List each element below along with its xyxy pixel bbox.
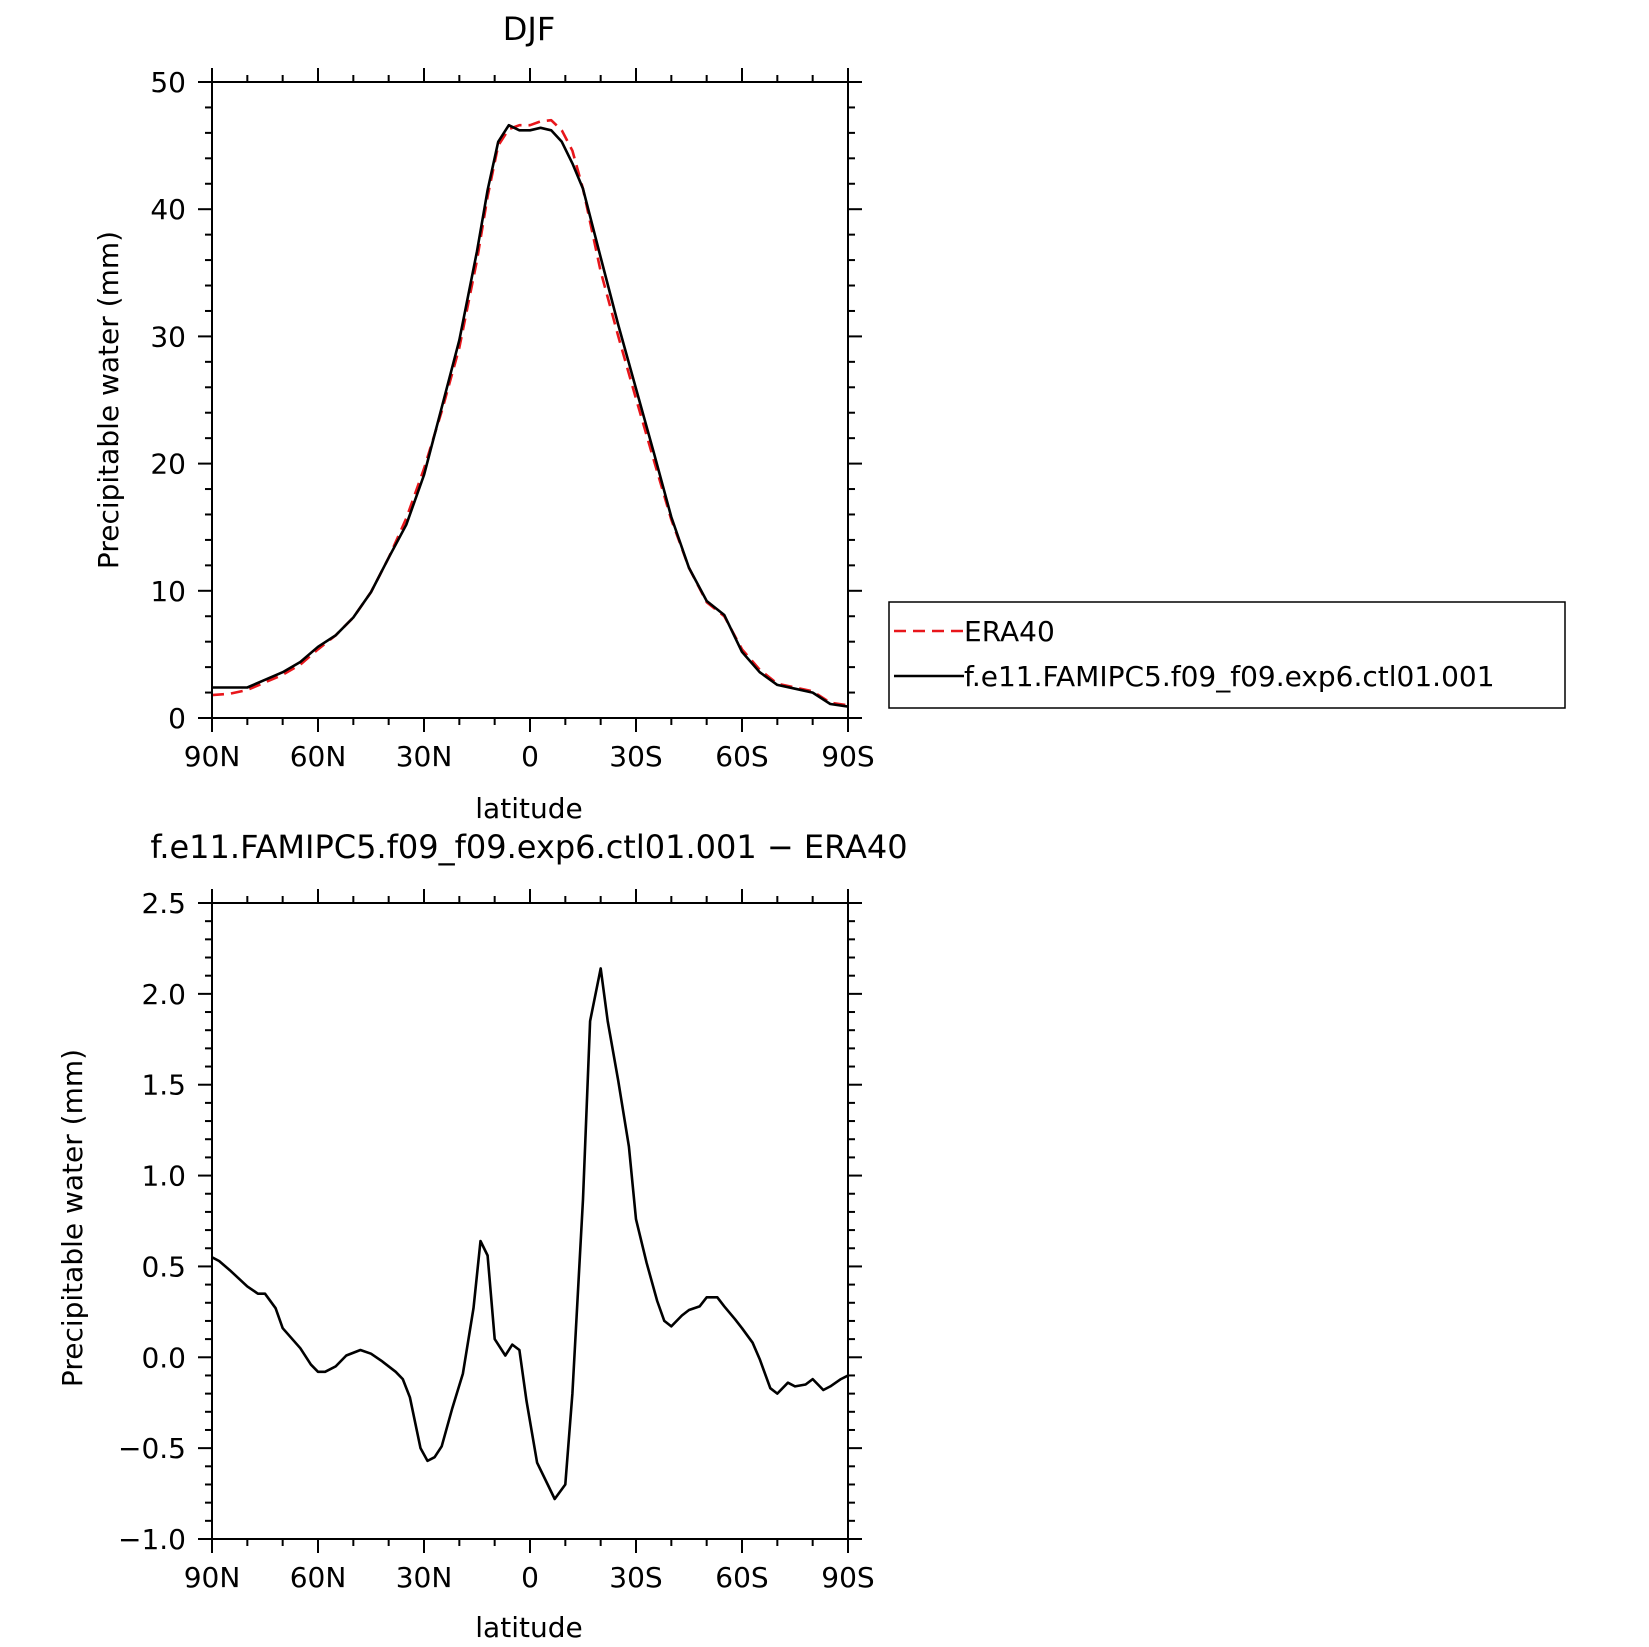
x-tick-label: 0 [521, 1561, 539, 1594]
legend: ERA40 f.e11.FAMIPC5.f09_f09.exp6.ctl01.0… [888, 601, 1566, 709]
x-tick-label: 60S [715, 740, 768, 773]
y-tick-label: 1.5 [141, 1069, 186, 1102]
y-tick-label: 10 [150, 575, 186, 608]
x-tick-label: 90N [184, 740, 241, 773]
bottom-chart-title: f.e11.FAMIPC5.f09_f09.exp6.ctl01.001 − E… [150, 828, 907, 866]
x-tick-label: 90S [821, 740, 874, 773]
top-chart-title: DJF [503, 10, 555, 48]
x-tick-label: 90N [184, 1561, 241, 1594]
top-panel: DJF 90N 60N 30N 0 30S 60S 90S 0 10 20 30 40 50 latit… [92, 10, 875, 825]
bottom-panel: f.e11.FAMIPC5.f09_f09.exp6.ctl01.001 − E… [56, 828, 908, 1644]
y-tick-label: 30 [150, 320, 186, 353]
series-line-1-0 [212, 967, 848, 1501]
bottom-y-axis-label: Precipitable water (mm) [56, 1049, 89, 1387]
y-tick-label: 0 [168, 702, 186, 735]
y-tick-label: 50 [150, 66, 186, 99]
y-tick-label: 2.0 [141, 978, 186, 1011]
series-line-0-1 [212, 123, 848, 708]
x-tick-label: 60S [715, 1561, 768, 1594]
top-y-axis-label: Precipitable water (mm) [92, 231, 125, 569]
bottom-plot-area: 90N 60N 30N 0 30S 60S 90S −1.0 −0.5 0.0 0.5 1.0 1.5 2… [118, 887, 875, 1594]
y-tick-label: 0.5 [141, 1250, 186, 1283]
y-tick-label: −0.5 [118, 1432, 186, 1465]
legend-label-era40: ERA40 [964, 615, 1055, 648]
x-tick-label: 30S [609, 1561, 662, 1594]
x-tick-label: 30N [396, 1561, 453, 1594]
y-tick-label: 2.5 [141, 887, 186, 920]
y-tick-label: 0.0 [141, 1341, 186, 1374]
x-tick-label: 60N [290, 740, 347, 773]
y-tick-label: 40 [150, 193, 186, 226]
legend-box [888, 601, 1566, 709]
x-tick-label: 90S [821, 1561, 874, 1594]
x-tick-label: 60N [290, 1561, 347, 1594]
top-x-axis-label: latitude [475, 792, 582, 825]
bottom-x-axis-label: latitude [475, 1611, 582, 1644]
y-tick-label: 1.0 [141, 1160, 186, 1193]
top-plot-area: 90N 60N 30N 0 30S 60S 90S 0 10 20 30 40 50 [150, 66, 874, 773]
x-tick-label: 30S [609, 740, 662, 773]
x-tick-label: 30N [396, 740, 453, 773]
y-tick-label: −1.0 [118, 1523, 186, 1556]
y-tick-label: 20 [150, 448, 186, 481]
legend-label-model: f.e11.FAMIPC5.f09_f09.exp6.ctl01.001 [964, 660, 1495, 693]
x-tick-label: 0 [521, 740, 539, 773]
